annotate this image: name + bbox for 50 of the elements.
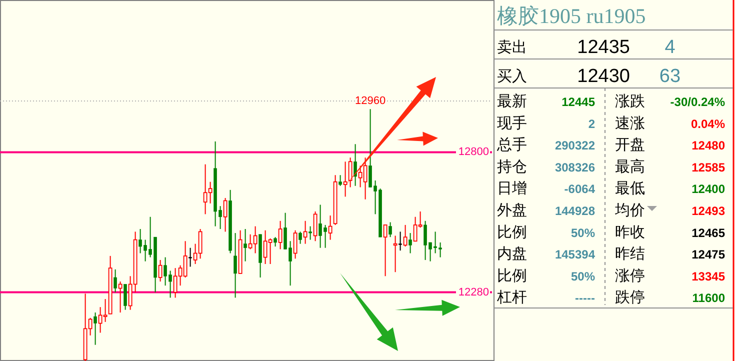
text: 最高	[615, 158, 645, 176]
text: 308326	[554, 160, 596, 174]
text: -6064	[564, 182, 596, 196]
text: 11600	[692, 291, 726, 306]
text: 总手	[496, 136, 527, 154]
text: 50%	[570, 269, 596, 284]
text: 12480	[692, 138, 726, 153]
text: 最新	[497, 93, 527, 110]
text: 4	[664, 37, 676, 58]
text: 比例	[497, 267, 527, 284]
text: 持仓	[497, 158, 527, 176]
annotation: 12960	[355, 95, 386, 108]
text: 开盘	[615, 136, 645, 154]
text: -----	[575, 291, 595, 306]
text: 12493	[692, 204, 726, 218]
text: 涨停	[615, 267, 645, 284]
text: 昨收	[615, 224, 645, 241]
text: 橡胶1905 ru1905	[497, 4, 646, 28]
text: 现手	[497, 114, 527, 132]
text: 12435	[577, 37, 630, 58]
text: 290322	[554, 138, 596, 153]
text: 12465	[692, 226, 726, 240]
text: 买入	[497, 68, 527, 85]
text: 最低	[615, 180, 645, 198]
text: 12400	[692, 182, 726, 196]
text: 145394	[554, 248, 596, 262]
text: 比例	[497, 224, 527, 241]
text: 63	[659, 66, 681, 87]
text: 跌停	[615, 289, 645, 306]
text: 外盘	[497, 202, 527, 219]
text: -30/0.24%	[670, 95, 726, 109]
text: 12445	[562, 95, 596, 109]
text: 12430	[577, 66, 630, 87]
text: 50%	[570, 226, 596, 240]
text: 12585	[692, 160, 726, 174]
y-tick-label: 12280	[458, 286, 489, 298]
text: 0.04%	[690, 116, 726, 131]
text: 昨结	[615, 246, 645, 263]
text: 日增	[497, 180, 527, 198]
text: 13345	[692, 269, 726, 284]
text: 2	[588, 116, 596, 131]
text: 144928	[554, 204, 596, 218]
text: 杠杆	[496, 289, 527, 306]
text: 涨跌	[615, 93, 645, 110]
text: 均价	[614, 202, 645, 219]
text: 速涨	[615, 114, 645, 132]
text: 内盘	[497, 246, 527, 263]
text: 12475	[692, 248, 726, 262]
y-tick-label: 12800	[458, 146, 489, 158]
text: 卖出	[497, 39, 527, 56]
